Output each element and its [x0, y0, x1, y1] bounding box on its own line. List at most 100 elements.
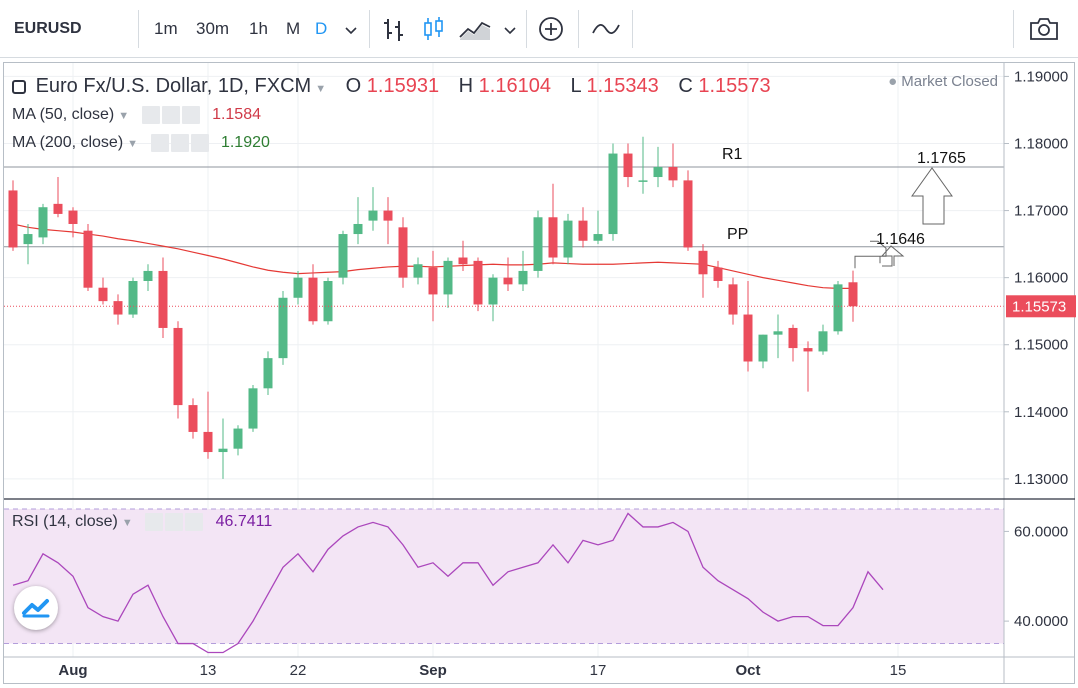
- eye-icon[interactable]: [145, 513, 164, 531]
- candle-body: [638, 180, 648, 182]
- toolbar-divider: [526, 10, 527, 48]
- interval-30m[interactable]: 30m: [196, 19, 230, 38]
- time-tick-label: 22: [290, 662, 307, 679]
- candle-body: [413, 264, 423, 278]
- low-value: 1.15343: [586, 75, 659, 97]
- rsi-value: 46.7411: [215, 513, 273, 531]
- chevron-down-icon[interactable]: [341, 20, 361, 40]
- pp-arrow: [880, 245, 905, 267]
- toolbar-divider: [369, 10, 370, 48]
- toolbar-divider: [1013, 10, 1014, 48]
- interval-day[interactable]: D: [315, 19, 328, 38]
- candle-body: [23, 234, 33, 245]
- close-icon[interactable]: [181, 106, 200, 124]
- price-pane: R1 PP 1.1646 1.1765: [4, 63, 1004, 499]
- toolbar-divider: [578, 10, 579, 48]
- chevron-down-icon[interactable]: ▼: [127, 138, 139, 151]
- candle-body: [263, 358, 273, 389]
- candle-body: [398, 227, 408, 278]
- open-value: 1.15931: [366, 75, 440, 97]
- price-tick-label: 1.16000: [1014, 270, 1068, 287]
- time-tick-label: Sep: [419, 662, 447, 679]
- logo-button[interactable]: [14, 586, 58, 630]
- candle-body: [248, 388, 258, 429]
- legend-main: Euro Fx/U.S. Dollar, 1D, FXCM ▼ O 1.15931…: [12, 75, 771, 98]
- candle-body: [338, 234, 348, 278]
- price-tick-label: 1.15000: [1014, 337, 1068, 354]
- candle-body: [458, 257, 468, 265]
- ma200-label: MA (200, close): [12, 134, 124, 152]
- toolbar: EURUSD 1m 30m 1h M D: [0, 0, 1078, 58]
- gear-icon[interactable]: [165, 513, 184, 531]
- market-status-text: Market Closed: [901, 73, 998, 90]
- candles-icon[interactable]: [420, 15, 448, 43]
- candle-body: [278, 297, 288, 359]
- candle-body: [38, 207, 48, 238]
- level-name-r1: R1: [722, 146, 743, 163]
- add-icon[interactable]: [537, 15, 565, 43]
- toolbar-divider: [138, 10, 139, 48]
- low-label: L: [570, 75, 581, 97]
- status-dot-icon: ●: [888, 73, 898, 90]
- candle-body: [8, 190, 18, 248]
- close-label: C: [678, 75, 693, 97]
- gear-icon[interactable]: [161, 106, 180, 124]
- interval-1m[interactable]: 1m: [154, 19, 178, 38]
- legend-rsi: RSI (14, close) ▼ 46.7411: [12, 513, 272, 531]
- legend-ma50: MA (50, close) ▼ 1.1584: [12, 106, 261, 124]
- candle-body: [848, 282, 858, 307]
- candle-body: [128, 281, 138, 315]
- time-tick-label: Aug: [58, 662, 87, 679]
- chevron-down-icon[interactable]: [500, 20, 520, 40]
- candle-body: [353, 223, 363, 235]
- level-name-pp: PP: [727, 226, 748, 243]
- candle-body: [383, 210, 393, 221]
- candle-body: [218, 448, 228, 453]
- candle-body: [113, 301, 123, 315]
- close-icon[interactable]: [185, 513, 204, 531]
- last-price-badge: [1006, 295, 1076, 318]
- candle-body: [803, 348, 813, 352]
- area-icon[interactable]: [458, 15, 492, 43]
- price-tick-label: 1.19000: [1014, 68, 1068, 85]
- chart-frame: [3, 62, 1075, 684]
- camera-icon[interactable]: [1028, 15, 1060, 43]
- high-value: 1.16104: [478, 75, 551, 97]
- candle-body: [173, 327, 183, 406]
- close-value: 1.15573: [698, 75, 771, 97]
- candle-body: [473, 260, 483, 305]
- candle-body: [233, 428, 243, 449]
- candle-body: [53, 203, 63, 214]
- gear-icon[interactable]: [170, 134, 189, 152]
- chevron-down-icon[interactable]: ▼: [121, 517, 133, 530]
- eye-icon[interactable]: [150, 134, 169, 152]
- close-icon[interactable]: [190, 134, 209, 152]
- symbol-button[interactable]: EURUSD: [14, 20, 82, 37]
- candle-body: [623, 153, 633, 178]
- candle-body: [653, 166, 663, 178]
- price-tick-label: 1.14000: [1014, 404, 1068, 421]
- rsi-tick-label: 60.0000: [1014, 523, 1068, 540]
- rsi-band: [4, 508, 1004, 644]
- eye-icon[interactable]: [141, 106, 160, 124]
- candle-body: [788, 327, 798, 349]
- line-tool-icon[interactable]: [590, 15, 622, 43]
- chevron-down-icon[interactable]: ▼: [118, 110, 130, 123]
- candle-body: [143, 270, 153, 281]
- candle-body: [428, 267, 438, 295]
- r1-value-label: 1.1765: [917, 150, 966, 167]
- time-tick-label: 13: [200, 662, 217, 679]
- candle-body: [818, 331, 828, 352]
- market-status: ● Market Closed: [888, 73, 998, 90]
- r1-arrow: [911, 167, 953, 225]
- interval-1h[interactable]: 1h: [249, 19, 268, 38]
- bar-type-icon[interactable]: [380, 15, 408, 43]
- candle-body: [68, 210, 78, 224]
- symbol-icon: [12, 79, 26, 94]
- candle-body: [683, 180, 693, 248]
- candle-body: [593, 234, 603, 241]
- candle-body: [533, 217, 543, 271]
- chevron-down-icon[interactable]: ▼: [315, 83, 327, 95]
- interval-month[interactable]: M: [286, 19, 301, 38]
